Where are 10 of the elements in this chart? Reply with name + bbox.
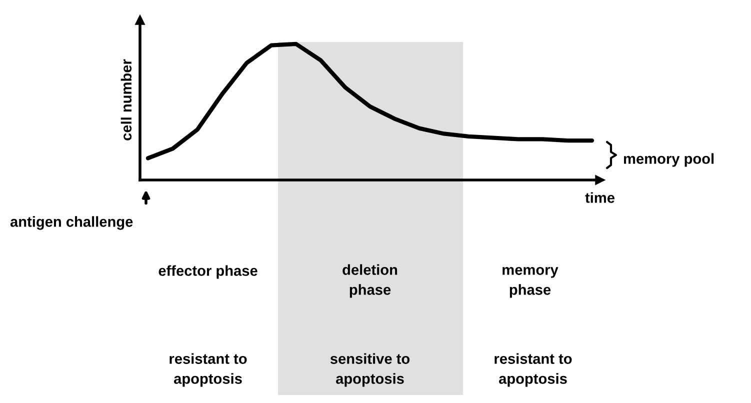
text: deletion phase [342,264,398,298]
text: sensitive to apoptosis [330,353,410,387]
text: memory phase [502,266,558,298]
text: antigen challenge [10,216,133,230]
text: memory pool [624,153,714,167]
text: resistant to apoptosis [494,353,572,387]
x-axis-title: time [585,192,614,203]
text: effector phase [158,265,258,279]
y-axis-title: cell number [120,59,132,140]
text: resistant to apoptosis [170,353,247,387]
